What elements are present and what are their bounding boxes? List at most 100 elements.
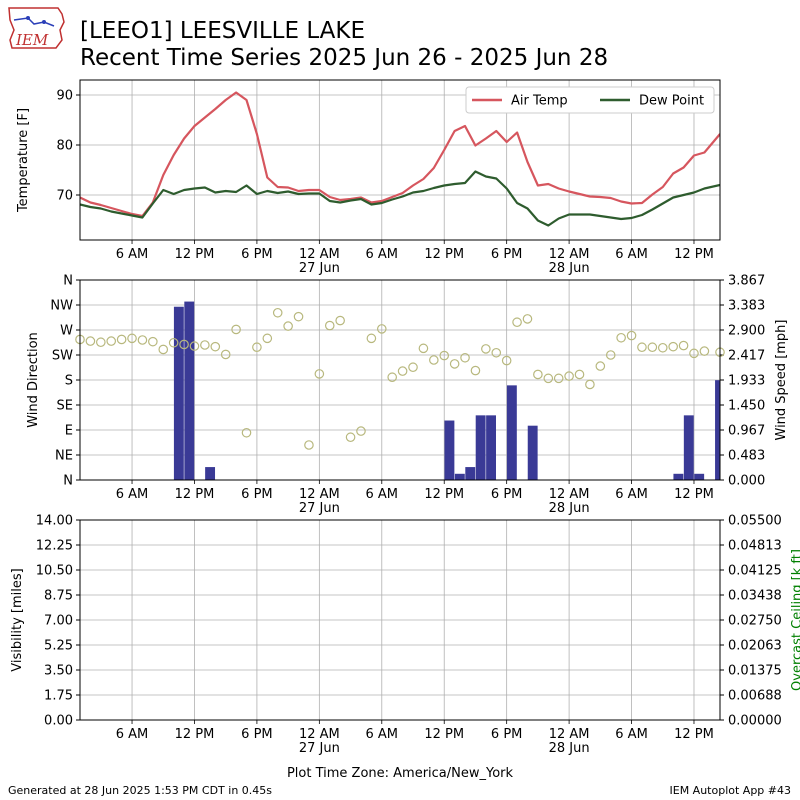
wind-direction-point bbox=[252, 342, 262, 353]
x-tick-sublabel: 28 Jun bbox=[549, 261, 590, 276]
x-tick-label: 6 AM bbox=[615, 487, 648, 502]
wind-direction-point bbox=[96, 337, 106, 348]
ceiling-tick-label: 0.03438 bbox=[728, 589, 782, 604]
wind-direction-tick-label: SE bbox=[57, 399, 73, 414]
y-tick-label: 80 bbox=[56, 139, 73, 154]
temperature-axes-frame bbox=[79, 79, 721, 241]
wind-speed-tick-label: 2.900 bbox=[728, 324, 765, 339]
wind-direction-point bbox=[668, 341, 678, 352]
x-tick-label: 12 AM bbox=[299, 487, 340, 502]
wind-direction-point bbox=[335, 315, 345, 326]
wind-speed-bar bbox=[673, 473, 684, 480]
wind-direction-point bbox=[366, 333, 377, 344]
wind-speed-tick-label: 3.867 bbox=[728, 274, 765, 289]
visibility-axes-frame bbox=[79, 519, 721, 721]
wind-direction-point bbox=[158, 344, 169, 355]
wind-speed-tick-label: 3.383 bbox=[728, 299, 765, 314]
x-tick-label: 6 PM bbox=[491, 727, 522, 742]
wind-direction-point bbox=[699, 346, 710, 356]
visibility-tick-label: 12.25 bbox=[36, 539, 73, 554]
wind-speed-bar bbox=[173, 306, 184, 480]
x-tick-label: 6 PM bbox=[241, 727, 272, 742]
wind-direction-point bbox=[189, 341, 200, 351]
logo-text: IEM bbox=[15, 31, 49, 49]
visibility-tick-label: 5.25 bbox=[44, 639, 73, 654]
wind-direction-axis-label: Wind Direction bbox=[26, 332, 41, 428]
wind-direction-point bbox=[543, 373, 554, 384]
x-tick-label: 12 AM bbox=[549, 487, 590, 502]
wind-speed-bar bbox=[694, 473, 705, 480]
x-tick-sublabel: 27 Jun bbox=[299, 261, 340, 276]
wind-direction-point bbox=[574, 369, 585, 380]
wind-direction-point bbox=[106, 336, 117, 346]
x-tick-label: 6 PM bbox=[241, 247, 272, 262]
visibility-tick-label: 0.00 bbox=[44, 714, 73, 729]
visibility-tick-label: 3.50 bbox=[44, 664, 73, 679]
wind-direction-point bbox=[449, 359, 460, 369]
air-temp-line bbox=[80, 91, 720, 218]
wind-speed-bar bbox=[444, 420, 455, 480]
ceiling-axis-label: Overcast Ceiling [k ft] bbox=[790, 549, 800, 691]
wind-direction-point bbox=[429, 355, 439, 365]
y-tick-label: 90 bbox=[56, 89, 73, 104]
wind-direction-point bbox=[293, 311, 304, 322]
x-tick-label: 12 PM bbox=[674, 487, 714, 502]
wind-direction-point bbox=[356, 426, 366, 436]
wind-speed-tick-label: 0.967 bbox=[728, 424, 765, 439]
x-tick-sublabel: 27 Jun bbox=[299, 501, 340, 516]
ceiling-tick-label: 0.02063 bbox=[728, 639, 782, 654]
x-tick-label: 12 AM bbox=[299, 247, 340, 262]
x-tick-label: 6 PM bbox=[491, 247, 522, 262]
y-tick-label: 70 bbox=[56, 189, 73, 204]
wind-direction-point bbox=[231, 324, 241, 335]
ceiling-tick-label: 0.01375 bbox=[728, 664, 782, 679]
chart-title-line2: Recent Time Series 2025 Jun 26 - 2025 Ju… bbox=[80, 45, 609, 71]
wind-direction-tick-label: NE bbox=[55, 449, 73, 464]
wind-direction-point bbox=[689, 348, 699, 359]
x-tick-label: 12 AM bbox=[299, 727, 340, 742]
wind-direction-point bbox=[148, 336, 158, 347]
x-tick-label: 12 AM bbox=[549, 247, 590, 262]
wind-direction-point bbox=[470, 365, 481, 376]
wind-direction-point bbox=[179, 339, 189, 350]
wind-direction-point bbox=[595, 361, 606, 371]
wind-direction-point bbox=[262, 333, 273, 344]
ceiling-tick-label: 0.04125 bbox=[728, 564, 782, 579]
wind-direction-point bbox=[345, 432, 356, 443]
chart-title-line1: [LEEO1] LEESVILLE LAKE bbox=[80, 18, 366, 44]
visibility-tick-label: 10.50 bbox=[36, 564, 73, 579]
x-tick-label: 12 PM bbox=[674, 727, 714, 742]
temperature-y-axis-label: Temperature [F] bbox=[16, 108, 31, 213]
dew-point-line bbox=[80, 170, 720, 227]
wind-direction-point bbox=[418, 343, 429, 354]
wind-direction-point bbox=[678, 340, 689, 351]
wind-direction-point bbox=[522, 314, 533, 324]
wind-direction-point bbox=[272, 307, 283, 318]
wind-speed-bar bbox=[486, 415, 496, 480]
wind-direction-point bbox=[616, 332, 626, 343]
footer-generated: Generated at 28 Jun 2025 1:53 PM CDT in … bbox=[8, 784, 273, 797]
wind-speed-bar bbox=[715, 380, 720, 480]
wind-speed-tick-label: 0.483 bbox=[728, 449, 765, 464]
wind-direction-point bbox=[85, 336, 96, 346]
wind-speed-axis-label: Wind Speed [mph] bbox=[774, 320, 789, 441]
x-tick-label: 6 PM bbox=[241, 487, 272, 502]
visibility-tick-label: 7.00 bbox=[44, 614, 73, 629]
x-tick-label: 6 AM bbox=[116, 487, 149, 502]
wind-speed-tick-label: 1.933 bbox=[728, 374, 765, 389]
wind-direction-point bbox=[241, 427, 252, 438]
x-tick-sublabel: 28 Jun bbox=[549, 741, 590, 756]
wind-direction-point bbox=[210, 341, 221, 352]
wind-direction-point bbox=[533, 369, 543, 380]
wind-speed-bar bbox=[683, 415, 694, 480]
ceiling-tick-label: 0.04813 bbox=[728, 539, 782, 554]
ceiling-tick-label: 0.05500 bbox=[728, 514, 782, 529]
wind-speed-bar bbox=[184, 301, 195, 480]
wind-direction-point bbox=[387, 372, 397, 383]
legend-box bbox=[465, 86, 715, 114]
legend-label-dew-point: Dew Point bbox=[639, 94, 704, 109]
wind-speed-bar bbox=[506, 385, 517, 480]
x-tick-label: 6 AM bbox=[116, 247, 149, 262]
wind-direction-point bbox=[116, 334, 127, 345]
